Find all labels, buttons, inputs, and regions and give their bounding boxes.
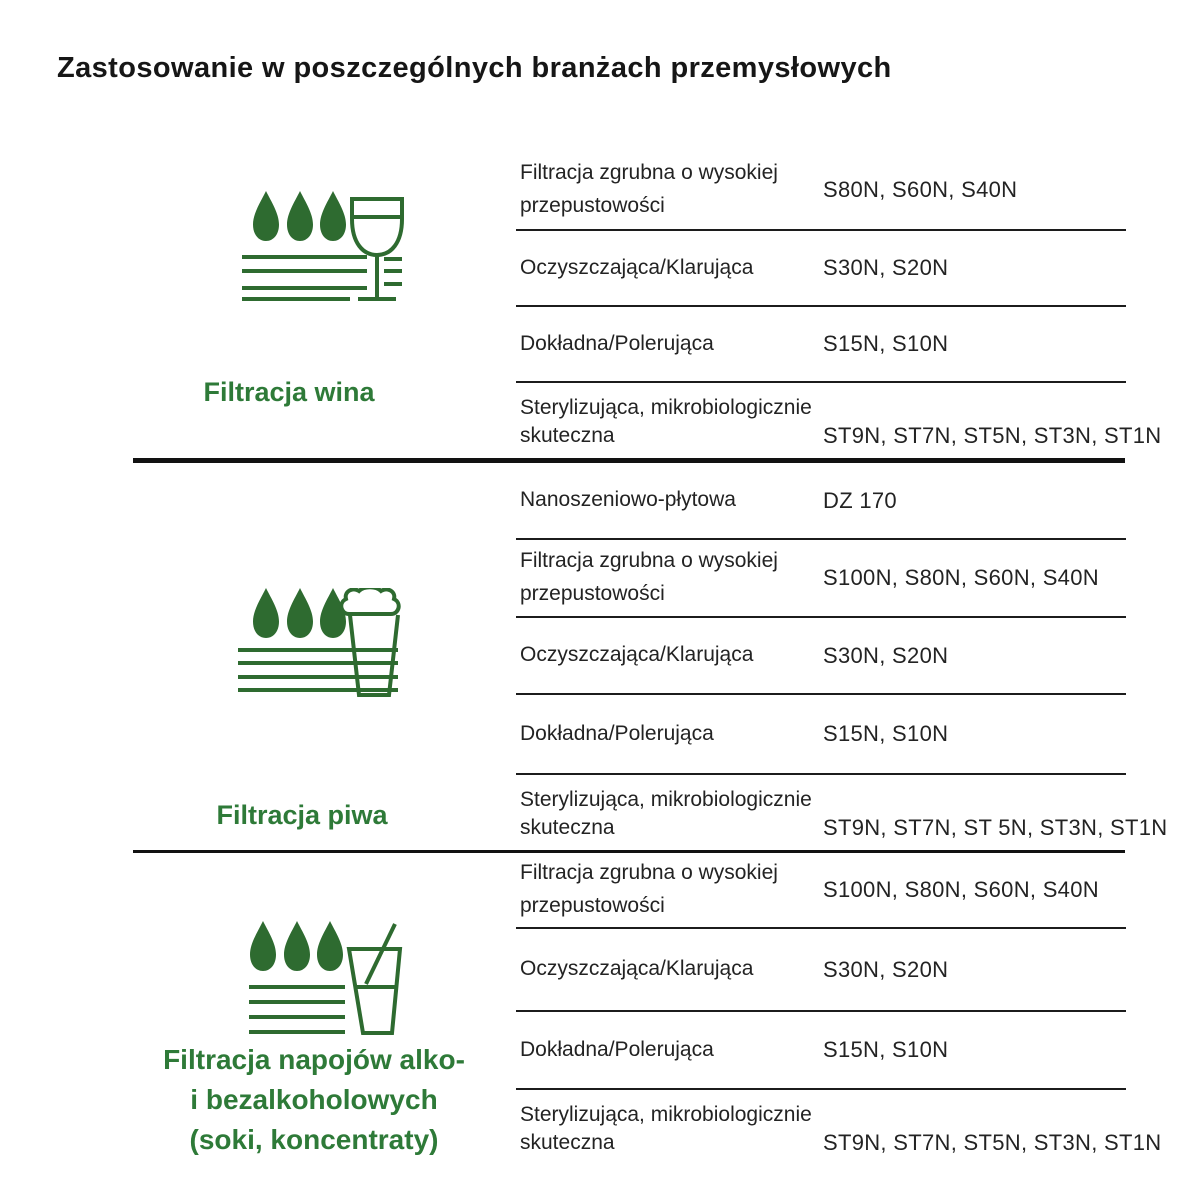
table-row: Sterylizująca, mikrobiologicznie skutecz…: [516, 383, 1161, 458]
beverage-filtration-icon: [249, 921, 403, 1035]
table-row: Filtracja zgrubna o wysokiej przepustowo…: [516, 150, 1126, 231]
section-caption-beverages: Filtracja napojów alko- i bezalkoholowyc…: [163, 1044, 465, 1156]
table-row: Dokładna/Polerująca S15N, S10N: [516, 1012, 1126, 1090]
table-row: Oczyszczająca/Klarująca S30N, S20N: [516, 231, 1126, 307]
filter-models-value: S15N, S10N: [823, 1037, 949, 1062]
filtration-type-label: Oczyszczająca/Klarująca: [520, 255, 754, 279]
filtration-type-label: Dokładna/Polerująca: [520, 1037, 714, 1061]
filtration-type-label: Filtracja zgrubna o wysokiej przepustowo…: [520, 549, 778, 605]
filter-models-value: ST9N, ST7N, ST 5N, ST3N, ST1N: [823, 815, 1168, 840]
beer-filtration-table: Nanoszeniowo-płytowa DZ 170 Filtracja zg…: [516, 463, 1167, 850]
filtration-type-label: Sterylizująca, mikrobiologicznie skutecz…: [520, 396, 812, 447]
section-caption-wine: Filtracja wina: [203, 377, 375, 407]
filter-lines-icon: [242, 255, 402, 301]
filter-models-value: ST9N, ST7N, ST5N, ST3N, ST1N: [823, 1130, 1162, 1155]
section-caption-beer: Filtracja piwa: [216, 800, 388, 830]
table-row: Filtracja zgrubna o wysokiej przepustowo…: [516, 853, 1126, 929]
wine-filtration-table: Filtracja zgrubna o wysokiej przepustowo…: [516, 150, 1161, 458]
filter-models-value: S15N, S10N: [823, 721, 949, 746]
table-row: Dokładna/Polerująca S15N, S10N: [516, 307, 1126, 383]
water-drops-icon: [250, 921, 343, 971]
table-row: Oczyszczająca/Klarująca S30N, S20N: [516, 929, 1126, 1012]
filtration-type-label: Filtracja zgrubna o wysokiej przepustowo…: [520, 160, 778, 217]
filter-models-value: S100N, S80N, S60N, S40N: [823, 565, 1099, 590]
filter-lines-icon: [249, 985, 345, 1034]
section-divider: [133, 850, 1125, 853]
beer-filtration-icon: [238, 588, 401, 697]
filter-models-value: ST9N, ST7N, ST5N, ST3N, ST1N: [823, 423, 1162, 448]
filtration-type-label: Dokładna/Polerująca: [520, 331, 714, 355]
filter-models-value: S80N, S60N, S40N: [823, 176, 1018, 202]
filtration-type-label: Oczyszczająca/Klarująca: [520, 957, 754, 981]
wine-glass-icon: [350, 197, 404, 301]
table-row: Dokładna/Polerująca S15N, S10N: [516, 695, 1126, 775]
table-row: Sterylizująca, mikrobiologicznie skutecz…: [516, 1090, 1161, 1165]
page-title: Zastosowanie w poszczególnych branżach p…: [57, 52, 892, 84]
wine-filtration-icon: [242, 191, 404, 301]
filter-models-value: DZ 170: [823, 487, 897, 513]
filtration-type-label: Oczyszczająca/Klarująca: [520, 643, 754, 667]
table-row: Filtracja zgrubna o wysokiej przepustowo…: [516, 540, 1126, 618]
beer-glass-icon: [339, 588, 401, 697]
table-row: Sterylizująca, mikrobiologicznie skutecz…: [516, 775, 1167, 850]
filtration-type-label: Sterylizująca, mikrobiologicznie skutecz…: [520, 788, 812, 839]
juice-glass-with-straw-icon: [346, 923, 403, 1035]
filtration-type-label: Filtracja zgrubna o wysokiej przepustowo…: [520, 861, 778, 917]
filter-models-value: S30N, S20N: [823, 255, 949, 280]
filter-models-value: S15N, S10N: [823, 331, 949, 356]
table-row: Nanoszeniowo-płytowa DZ 170: [516, 463, 1126, 540]
filtration-type-label: Sterylizująca, mikrobiologicznie skutecz…: [520, 1103, 812, 1154]
table-row: Oczyszczająca/Klarująca S30N, S20N: [516, 618, 1126, 695]
water-drops-icon: [253, 588, 346, 638]
filtration-type-label: Nanoszeniowo-płytowa: [520, 488, 736, 512]
filter-models-value: S30N, S20N: [823, 956, 949, 982]
filtration-type-label: Dokładna/Polerująca: [520, 721, 714, 745]
filter-lines-icon: [238, 648, 398, 692]
filter-models-value: S30N, S20N: [823, 642, 949, 668]
filter-models-value: S100N, S80N, S60N, S40N: [823, 877, 1099, 902]
beverage-filtration-table: Filtracja zgrubna o wysokiej przepustowo…: [516, 853, 1161, 1165]
section-divider: [133, 458, 1125, 463]
water-drops-icon: [253, 191, 346, 241]
